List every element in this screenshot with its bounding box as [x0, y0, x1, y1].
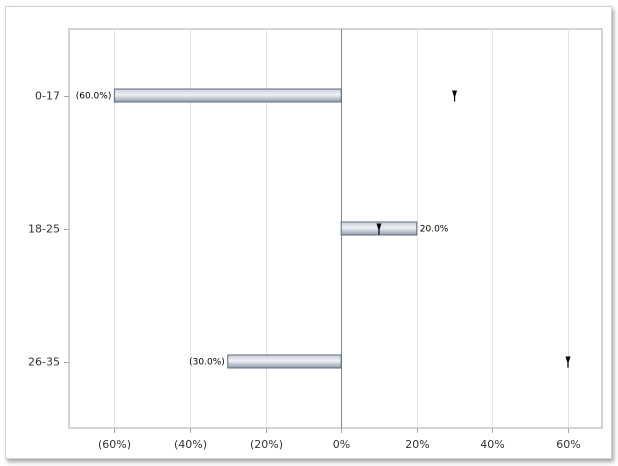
markers	[376, 90, 571, 368]
y-tick-label: 0-17	[35, 90, 60, 103]
bar	[227, 354, 342, 369]
x-tick-label: 0%	[333, 438, 350, 451]
y-tick-label: 18-25	[28, 223, 60, 236]
x-tick-label: 60%	[556, 438, 580, 451]
data-label: (30.0%)	[189, 358, 225, 368]
x-axis-ticks: (60%) (40%) (20%) 0% 20% 40% 60%	[98, 428, 581, 451]
marker	[565, 356, 571, 368]
x-tick-label: (40%)	[174, 438, 207, 451]
x-tick-label: 20%	[405, 438, 429, 451]
data-labels: (60.0%) 20.0% (30.0%)	[76, 92, 449, 368]
marker	[376, 223, 382, 235]
x-tick-label: (20%)	[250, 438, 283, 451]
marker	[452, 90, 458, 102]
y-axis-ticks: 0-17 18-25 26-35	[28, 90, 69, 369]
x-tick-label: 40%	[480, 438, 504, 451]
data-label: 20.0%	[420, 225, 449, 235]
data-label: (60.0%)	[76, 92, 112, 102]
y-tick-label: 26-35	[28, 356, 60, 369]
x-tick-label: (60%)	[98, 438, 131, 451]
bars	[113, 88, 418, 369]
bar	[113, 88, 342, 103]
